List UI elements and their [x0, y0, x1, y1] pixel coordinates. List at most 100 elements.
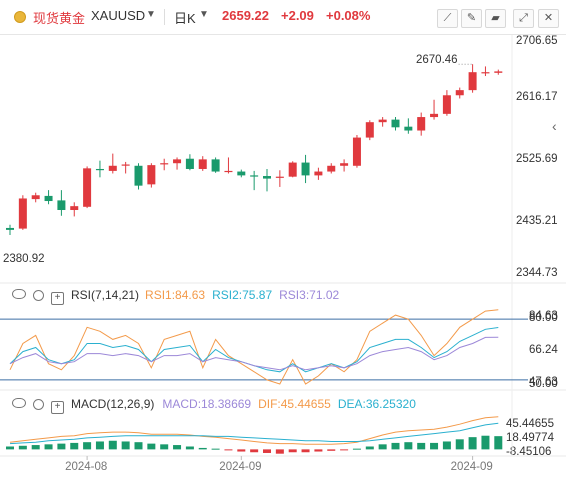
macd-histogram-bar [6, 446, 14, 450]
candle-body [237, 171, 246, 176]
macd-histogram-bar [95, 441, 104, 450]
macd-histogram-bar [288, 449, 297, 453]
macd-value: MACD:18.38669 [162, 397, 252, 411]
candle-body [121, 164, 130, 166]
macd-histogram-bar [147, 443, 156, 450]
candle-body [211, 159, 220, 172]
plus-box-icon[interactable]: + [51, 401, 64, 414]
x-axis-date-label: 2024-09 [450, 461, 493, 473]
macd-axis-label: 18.49774 [506, 432, 554, 444]
rsi-axis-label: 80.00 [529, 312, 558, 324]
eye-icon[interactable] [12, 398, 26, 408]
candle-body [147, 165, 156, 185]
min-price-label: 2380.92 [3, 253, 45, 265]
candle-body [455, 90, 464, 96]
price-axis-label: 2525.69 [516, 153, 558, 165]
eye-icon[interactable] [12, 289, 26, 299]
macd-histogram-bar [378, 444, 387, 450]
macd-histogram-bar [173, 445, 182, 450]
max-price-label: 2670.46 [416, 54, 458, 66]
rsi-axis-label: 66.24 [529, 344, 558, 356]
drawing-line-icon[interactable]: ⟋ [437, 9, 458, 28]
macd-histogram-bar [18, 445, 27, 450]
macd-histogram-bar [121, 441, 130, 450]
gear-icon[interactable] [33, 290, 44, 301]
rsi-lines [0, 309, 528, 385]
expand-icon[interactable]: ⤢ [513, 9, 534, 28]
macd-histogram-bar [404, 442, 413, 450]
candle-body [494, 71, 503, 73]
price-axis-label: 2435.21 [516, 215, 558, 227]
candle-body [352, 137, 361, 166]
rsi1-line [9, 309, 499, 385]
macd-histogram-bar [430, 442, 439, 450]
macd-histogram-bar [211, 448, 220, 450]
rsi3-line [9, 336, 499, 371]
collapse-panel-arrow-icon[interactable]: ‹ [552, 118, 557, 134]
candle-body [134, 165, 143, 186]
macd-histogram-bar [468, 437, 477, 450]
dif-line [9, 416, 499, 445]
candle-body [430, 113, 439, 118]
macd-histogram-bar [185, 446, 194, 450]
rsi-header: + RSI(7,14,21) RSI1:84.63 RSI2:75.87 RSI3:71… [0, 288, 346, 305]
candle-body [468, 72, 477, 91]
gear-icon[interactable] [33, 399, 44, 410]
macd-histogram-bar [224, 449, 233, 451]
dea-line [9, 422, 499, 445]
close-icon[interactable]: ✕ [538, 9, 559, 28]
macd-histogram-bar [442, 441, 451, 450]
candle-body [301, 162, 310, 176]
candle-body [250, 175, 259, 177]
candle-body [314, 171, 323, 176]
chevron-down-icon[interactable]: ▼ [146, 9, 156, 20]
candle-body [108, 165, 117, 171]
macd-histogram-bar [314, 449, 323, 452]
macd-histogram-bar [340, 449, 349, 451]
marker-icon[interactable]: ▰ [485, 9, 506, 28]
macd-histogram-bar [250, 449, 259, 453]
candle-body [83, 168, 92, 207]
symbol-name[interactable]: 现货黄金 [33, 11, 86, 26]
price-axis-label: 2344.73 [516, 267, 558, 279]
macd-histogram-bar [494, 436, 503, 450]
candle-body [6, 227, 14, 230]
price-axis-label: 2706.65 [516, 35, 558, 47]
macd-histogram-bar [391, 442, 400, 450]
candle-body [327, 165, 336, 172]
pen-icon[interactable]: ✎ [461, 9, 482, 28]
symbol-code[interactable]: XAUUSD [91, 8, 146, 23]
macd-histogram-bar [198, 447, 207, 450]
macd-histogram-bar [327, 449, 336, 451]
x-axis-ticks [86, 456, 474, 460]
chevron-down-icon[interactable]: ▼ [199, 9, 209, 20]
candle-body [173, 159, 182, 164]
macd-histogram-bar [263, 449, 271, 453]
gold-coin-icon [14, 11, 26, 23]
candle-body [31, 195, 40, 200]
dea-value: DEA:36.25320 [337, 397, 416, 411]
macd-histogram-bar [301, 449, 310, 453]
macd-header: + MACD(12,26,9) MACD:18.38669 DIF:45.44655 D… [0, 397, 423, 414]
rsi3-value: RSI3:71.02 [279, 288, 340, 302]
macd-histogram-bar [83, 442, 92, 450]
rsi-axis-label-overlap: 47.63 [529, 376, 558, 388]
period-selector[interactable]: 日K [174, 11, 196, 26]
macd-histogram-bar [44, 444, 53, 450]
candle-body [224, 170, 233, 173]
candle-body [18, 198, 27, 229]
macd-histogram-bar [237, 449, 246, 452]
x-axis-date-label: 2024-09 [219, 461, 262, 473]
candle-body [365, 122, 374, 138]
candle-body [288, 162, 297, 177]
rsi2-line [9, 327, 499, 373]
macd-histogram-bar [481, 435, 490, 450]
x-axis-date-label: 2024-08 [65, 461, 108, 473]
price-axis-label: 2616.17 [516, 91, 558, 103]
macd-histogram-bar [160, 444, 169, 450]
plus-box-icon[interactable]: + [51, 292, 64, 305]
candle-body [378, 119, 387, 123]
macd-histogram-bar [455, 439, 464, 450]
chart-toolbar: 现货黄金 XAUUSD ▼ 日K ▼ 2659.22 +2.09 +0.08% … [0, 0, 566, 35]
